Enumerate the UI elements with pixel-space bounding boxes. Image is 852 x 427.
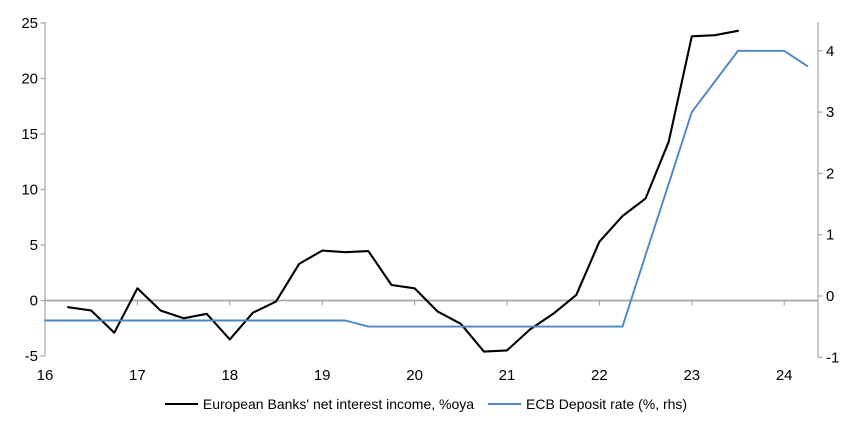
net-interest-income-series-line [67,29,740,353]
left-y-axis-label-25: 25 [21,15,38,32]
left-y-axis-label-5: 5 [30,237,38,254]
right-y-axis-label-3: 3 [826,104,834,121]
legend-item-net-interest-income: European Banks' net interest income, %oy… [164,396,475,412]
legend-item-ecb-deposit-rate: ECB Deposit rate (%, rhs) [488,396,687,412]
x-axis-label-16: 16 [37,367,54,384]
left-y-axis-label--5: -5 [25,348,38,365]
ecb-deposit-rate-series-line [44,49,809,328]
x-axis-label-24: 24 [776,367,793,384]
right-y-axis-label-4: 4 [826,43,834,60]
left-y-axis-label-0: 0 [30,293,38,310]
left-y-axis-label-10: 10 [21,182,38,199]
x-axis-label-19: 19 [314,367,331,384]
ecb-deposit-rate-line-swatch [488,403,522,405]
right-y-axis-label-0: 0 [826,288,834,305]
right-y-axis-label-1: 1 [826,227,834,244]
net-interest-income-line-swatch [164,403,198,405]
x-axis-label-22: 22 [591,367,608,384]
x-axis-label-20: 20 [406,367,423,384]
left-y-axis-label-20: 20 [21,71,38,88]
ecb-deposit-rate-legend-label: ECB Deposit rate (%, rhs) [526,396,688,412]
right-y-axis-label--1: -1 [826,349,839,366]
x-axis-label-21: 21 [499,367,516,384]
x-axis-label-23: 23 [683,367,700,384]
legend: European Banks' net interest income, %oy… [0,394,852,414]
left-y-axis-label-15: 15 [21,126,38,143]
right-y-axis-label-2: 2 [826,165,834,182]
x-axis-label-17: 17 [129,367,146,384]
x-axis-label-18: 18 [221,367,238,384]
net-interest-income-legend-label: European Banks' net interest income, %oy… [202,396,475,412]
